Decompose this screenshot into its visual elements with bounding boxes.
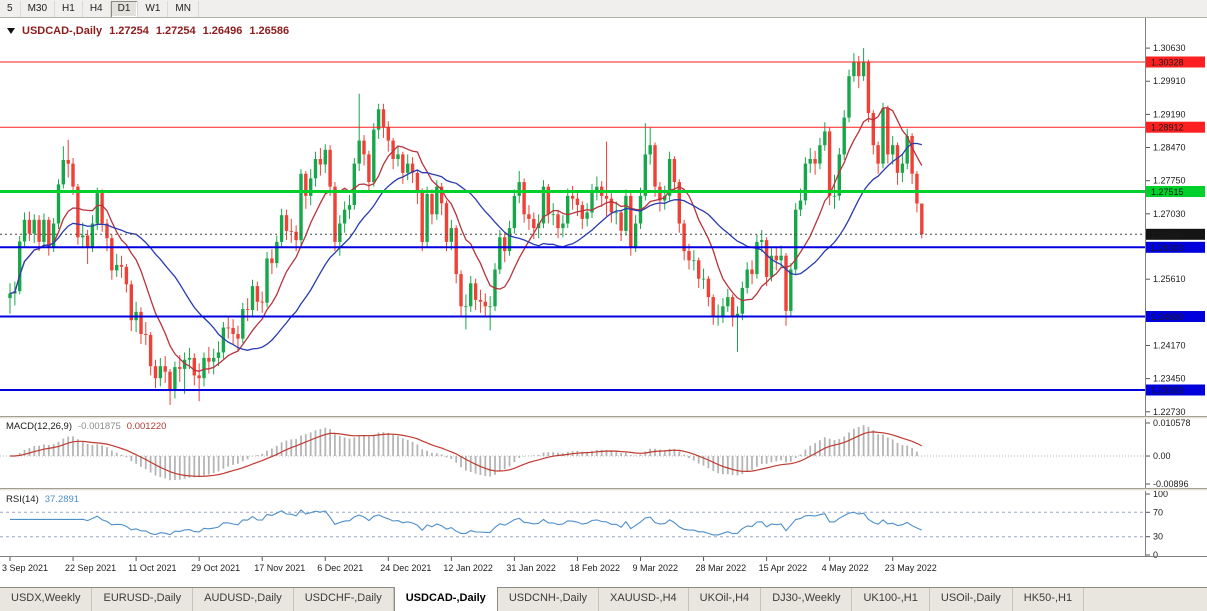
svg-text:11 Oct 2021: 11 Oct 2021 — [128, 563, 176, 573]
timeframe-button-w1[interactable]: W1 — [138, 0, 169, 17]
tab-audusd-daily[interactable]: AUDUSD-,Daily — [193, 588, 294, 611]
svg-text:1.24170: 1.24170 — [1153, 340, 1186, 350]
svg-text:9 Mar 2022: 9 Mar 2022 — [633, 563, 679, 573]
tab-xauusd-h4[interactable]: XAUUSD-,H4 — [599, 588, 689, 611]
price-high-value: 1.27254 — [155, 25, 196, 37]
timeframe-button-m30[interactable]: M30 — [21, 0, 56, 17]
chart-symbol-label: USDCAD-,Daily — [22, 25, 103, 37]
svg-text:31 Jan 2022: 31 Jan 2022 — [506, 563, 556, 573]
macd-signal-value: 0.001220 — [126, 421, 167, 432]
candlesticks — [8, 48, 924, 405]
svg-text:70: 70 — [1153, 507, 1163, 517]
svg-text:1.24800: 1.24800 — [1151, 312, 1184, 322]
svg-text:1.30328: 1.30328 — [1151, 58, 1184, 68]
timeframe-button-d1[interactable]: D1 — [110, 0, 139, 17]
timeframe-button-m5[interactable]: 5 — [0, 0, 21, 17]
price-low-value: 1.26496 — [202, 25, 243, 37]
svg-text:1.30630: 1.30630 — [1153, 43, 1186, 53]
price-axis-labels: 1.30630 1.29910 1.29190 1.28470 1.27750 1.270… — [1146, 43, 1191, 560]
price-close-value: 1.26586 — [249, 25, 290, 37]
svg-text:1.28912: 1.28912 — [1151, 123, 1184, 133]
timeframe-button-h1[interactable]: H1 — [55, 0, 83, 17]
svg-text:28 Mar 2022: 28 Mar 2022 — [696, 563, 747, 573]
svg-text:17 Nov 2021: 17 Nov 2021 — [254, 563, 305, 573]
svg-text:1.26586: 1.26586 — [1151, 230, 1184, 240]
tab-hk50-h1[interactable]: HK50-,H1 — [1013, 588, 1085, 611]
svg-text:4 May 2022: 4 May 2022 — [822, 563, 869, 573]
tab-usoil-daily[interactable]: USOil-,Daily — [930, 588, 1013, 611]
tab-dj30-weekly[interactable]: DJ30-,Weekly — [761, 588, 853, 611]
svg-text:1.23450: 1.23450 — [1153, 374, 1186, 384]
svg-text:18 Feb 2022: 18 Feb 2022 — [569, 563, 620, 573]
svg-text:0.00: 0.00 — [1153, 451, 1171, 461]
macd-signal-line — [10, 431, 923, 478]
svg-text:24 Dec 2021: 24 Dec 2021 — [380, 563, 431, 573]
rsi-value: 37.2891 — [44, 494, 80, 505]
svg-text:1.29190: 1.29190 — [1153, 109, 1186, 119]
timeframe-toolbar: 5 M30 H1 H4 D1 W1 MN — [0, 0, 1207, 18]
svg-text:0: 0 — [1153, 550, 1158, 560]
macd-histogram — [13, 425, 923, 481]
price-axis-badges: 1.30328 1.28912 1.27515 1.26303 1.24800 1.232… — [1146, 56, 1205, 396]
svg-text:12 Jan 2022: 12 Jan 2022 — [443, 563, 493, 573]
macd-main-value: -0.001875 — [78, 421, 121, 432]
tab-eurusd-daily[interactable]: EURUSD-,Daily — [92, 588, 194, 611]
svg-text:3 Sep 2021: 3 Sep 2021 — [2, 563, 48, 573]
svg-text:0.010578: 0.010578 — [1153, 418, 1191, 428]
macd-name: MACD(12,26,9) — [6, 421, 72, 432]
rsi-line — [10, 509, 923, 536]
svg-text:1.29910: 1.29910 — [1153, 76, 1186, 86]
svg-text:100: 100 — [1153, 489, 1168, 499]
svg-text:1.27750: 1.27750 — [1153, 176, 1186, 186]
svg-text:1.25610: 1.25610 — [1153, 274, 1186, 284]
svg-text:15 Apr 2022: 15 Apr 2022 — [759, 563, 808, 573]
svg-text:6 Dec 2021: 6 Dec 2021 — [317, 563, 363, 573]
svg-text:1.28470: 1.28470 — [1153, 143, 1186, 153]
rsi-indicator-label: RSI(14) 37.2891 — [6, 494, 79, 505]
price-open-value: 1.27254 — [109, 25, 149, 37]
tab-ukoil-h4[interactable]: UKOil-,H4 — [689, 588, 762, 611]
svg-text:1.26303: 1.26303 — [1151, 243, 1184, 253]
tab-uk100-h1[interactable]: UK100-,H1 — [852, 588, 930, 611]
chart-menu-triangle-icon[interactable] — [7, 28, 15, 34]
time-axis[interactable]: 3 Sep 2021 22 Sep 2021 11 Oct 2021 29 Oct 2… — [2, 557, 937, 573]
svg-text:29 Oct 2021: 29 Oct 2021 — [191, 563, 240, 573]
chart-tabs-bar: USDX,Weekly EURUSD-,Daily AUDUSD-,Daily … — [0, 587, 1207, 611]
ma-fast-line — [9, 107, 923, 372]
svg-text:1.23203: 1.23203 — [1151, 385, 1184, 395]
svg-text:1.27030: 1.27030 — [1153, 209, 1186, 219]
timeframe-button-mn[interactable]: MN — [168, 0, 199, 17]
timeframe-button-h4[interactable]: H4 — [83, 0, 111, 17]
svg-text:1.22730: 1.22730 — [1153, 407, 1186, 417]
chart-plot[interactable]: 1.30630 1.29910 1.29190 1.28470 1.27750 1.270… — [0, 18, 1207, 587]
svg-text:22 Sep 2021: 22 Sep 2021 — [65, 563, 116, 573]
tab-usdx-weekly[interactable]: USDX,Weekly — [0, 588, 93, 611]
tab-usdcad-daily[interactable]: USDCAD-,Daily — [393, 587, 498, 611]
svg-text:1.27515: 1.27515 — [1151, 187, 1184, 197]
tab-usdchf-daily[interactable]: USDCHF-,Daily — [294, 588, 394, 611]
chart-window[interactable]: 1.30630 1.29910 1.29190 1.28470 1.27750 1.270… — [0, 18, 1207, 587]
tab-usdcnh-daily[interactable]: USDCNH-,Daily — [498, 588, 600, 611]
rsi-name: RSI(14) — [6, 494, 39, 505]
price-axis-panel[interactable] — [1146, 18, 1207, 587]
chart-title: USDCAD-,Daily 1.27254 1.27254 1.26496 1.… — [7, 25, 289, 37]
macd-indicator-label: MACD(12,26,9) -0.001875 0.001220 — [6, 421, 166, 432]
svg-text:30: 30 — [1153, 532, 1163, 542]
svg-text:-0.00896: -0.00896 — [1153, 479, 1189, 489]
svg-text:23 May 2022: 23 May 2022 — [885, 563, 937, 573]
